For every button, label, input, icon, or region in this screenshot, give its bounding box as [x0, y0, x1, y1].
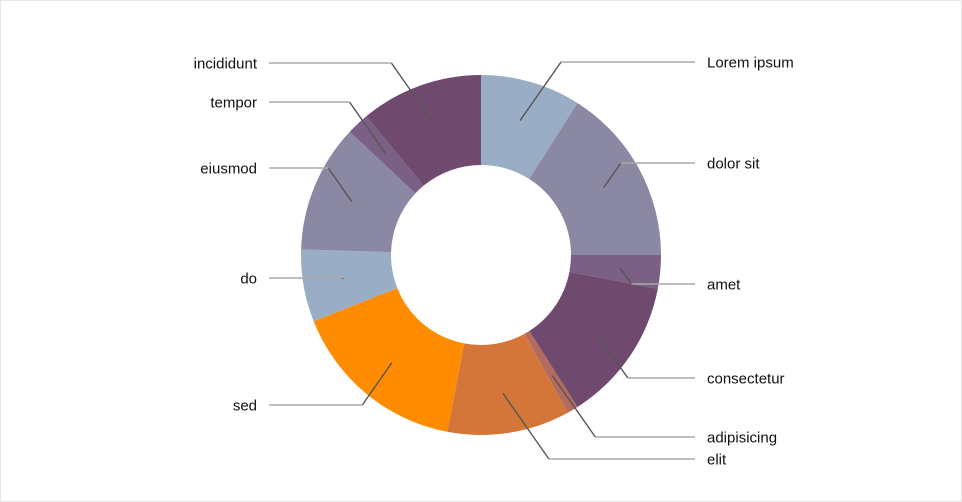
leader-inner-eiusmod: [327, 167, 353, 202]
label-adipisicing: adipisicing: [707, 429, 777, 446]
slice-elit[interactable]: [447, 333, 568, 436]
leader-inner-elit: [502, 392, 550, 460]
slice-amet[interactable]: [569, 255, 661, 289]
leader-inner-dolor-sit: [603, 162, 622, 188]
leader-inner-do: [341, 277, 344, 280]
leader-inner-lorem-ipsum: [519, 61, 562, 121]
leader-inner-tempor: [348, 101, 386, 154]
leader-lines: [269, 61, 695, 460]
label-do: do: [240, 270, 257, 287]
slice-eiusmod[interactable]: [301, 131, 416, 253]
slice-dolor-sit[interactable]: [529, 103, 661, 256]
label-dolor-sit: dolor sit: [707, 155, 760, 172]
leader-inner-incididunt: [390, 62, 435, 124]
leader-inner-sed: [361, 362, 393, 406]
label-lorem-ipsum: Lorem ipsum: [707, 54, 794, 71]
slice-do[interactable]: [301, 249, 398, 322]
leader-inner-adipisicing: [551, 375, 596, 438]
leader-inner-consectetur: [596, 333, 629, 379]
slice-labels: Lorem ipsum dolor sit amet consectetur adipi…: [194, 54, 794, 468]
label-amet: amet: [707, 276, 741, 293]
label-consectetur: consectetur: [707, 370, 785, 387]
slice-tempor[interactable]: [349, 116, 424, 194]
slice-consectetur[interactable]: [529, 271, 658, 407]
label-eiusmod: eiusmod: [200, 160, 257, 177]
slice-incididunt[interactable]: [366, 75, 481, 186]
donut-slices: [301, 75, 661, 436]
label-incididunt: incididunt: [194, 55, 258, 72]
slice-sed[interactable]: [313, 288, 465, 432]
leader-inner-amet: [619, 267, 633, 285]
label-tempor: tempor: [210, 94, 257, 111]
label-sed: sed: [233, 397, 257, 414]
slice-lorem-ipsum[interactable]: [481, 75, 578, 180]
label-elit: elit: [707, 451, 727, 468]
